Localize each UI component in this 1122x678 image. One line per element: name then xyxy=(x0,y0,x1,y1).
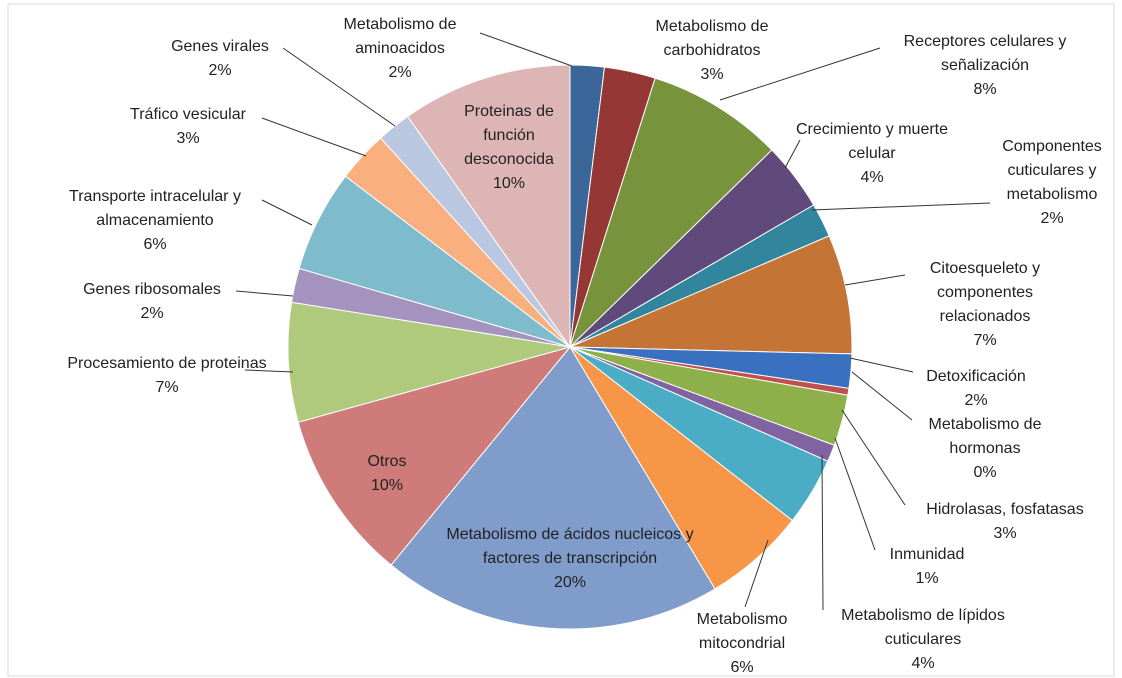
category-name: Metabolismo de carbohidratos xyxy=(655,18,769,59)
slice-label: Metabolismo de carbohidratos 3% xyxy=(632,15,792,87)
pie-slice xyxy=(297,346,572,566)
percent-label: 10% xyxy=(492,175,526,192)
category-name: Genes ribosomales xyxy=(83,281,221,298)
category-name: Inmunidad xyxy=(889,546,965,563)
slice-label: Receptores celulares y señalización 8% xyxy=(870,30,1100,102)
percent-label: 20% xyxy=(553,574,587,591)
percent-label: 4% xyxy=(911,655,935,672)
percent-label: 7% xyxy=(973,332,997,349)
slice-label: Proteinas de función desconocida 10% xyxy=(444,100,574,196)
slice-label: Detoxificación 2% xyxy=(901,365,1051,413)
category-name: Transporte intracelular y almacenamiento xyxy=(69,188,241,229)
pie-slice xyxy=(569,77,773,348)
percent-label: 2% xyxy=(140,305,164,322)
category-name: Proteinas de función desconocida xyxy=(464,103,554,168)
pie-slice xyxy=(390,346,716,630)
pie-slice xyxy=(406,64,571,349)
slice-label: Metabolismo de aminoacidos 2% xyxy=(320,13,480,85)
category-name: Metabolismo de aminoacidos xyxy=(343,16,457,57)
leader-line xyxy=(479,32,573,67)
leader-line xyxy=(851,371,913,421)
category-name: Metabolismo de ácidos nucleicos y factor… xyxy=(446,526,694,567)
slice-label: Procesamiento de proteinas 7% xyxy=(67,352,267,400)
leader-line xyxy=(719,47,881,101)
percent-label: 1% xyxy=(915,570,939,587)
category-name: Metabolismo de hormonas xyxy=(928,416,1042,457)
slice-label: Tráfico vesicular 3% xyxy=(93,103,283,151)
percent-label: 6% xyxy=(730,659,754,676)
slice-label: Transporte intracelular y almacenamiento… xyxy=(35,185,275,257)
category-name: Receptores celulares y señalización xyxy=(903,33,1067,74)
leader-line xyxy=(841,409,906,506)
slice-label: Metabolismo de hormonas 0% xyxy=(905,413,1065,485)
category-name: Procesamiento de proteinas xyxy=(67,355,267,372)
slice-label: Metabolismo mitocondrial 6% xyxy=(677,608,807,678)
leader-line xyxy=(811,202,991,211)
leader-line xyxy=(261,117,367,157)
slice-label: Crecimiento y muerte celular 4% xyxy=(782,118,962,190)
pie-slice xyxy=(287,301,571,423)
category-name: Hidrolasas, fosfatasas xyxy=(926,501,1084,518)
category-name: Genes virales xyxy=(171,38,269,55)
slice-label: Hidrolasas, fosfatasas 3% xyxy=(895,498,1115,546)
slice-label: Inmunidad 1% xyxy=(867,543,987,591)
leader-line xyxy=(244,369,294,373)
slice-label: Otros 10% xyxy=(337,450,437,498)
percent-label: 8% xyxy=(973,81,997,98)
percent-label: 2% xyxy=(964,392,988,409)
percent-label: 3% xyxy=(176,130,200,147)
percent-label: 10% xyxy=(370,477,404,494)
leader-line xyxy=(834,437,876,551)
pie-slice xyxy=(569,235,853,355)
percent-label: 0% xyxy=(973,464,997,481)
slice-label: Componentes cuticulares y metabolismo 2% xyxy=(982,135,1122,231)
percent-label: 3% xyxy=(700,66,724,83)
leader-line xyxy=(849,357,914,373)
slice-label: Metabolismo de lípidos cuticulares 4% xyxy=(813,604,1033,676)
category-name: Crecimiento y muerte celular xyxy=(795,121,949,162)
category-name: Detoxificación xyxy=(926,368,1026,385)
slice-label: Citoesqueleto y componentes relacionados… xyxy=(905,257,1065,353)
category-name: Metabolismo mitocondrial xyxy=(696,611,788,652)
percent-label: 2% xyxy=(1040,210,1064,227)
percent-label: 7% xyxy=(155,379,179,396)
slice-label: Genes ribosomales 2% xyxy=(57,278,247,326)
category-name: Citoesqueleto y componentes relacionados xyxy=(929,260,1041,325)
category-name: Tráfico vesicular xyxy=(130,106,246,123)
percent-label: 4% xyxy=(860,169,884,186)
leader-line xyxy=(821,454,824,611)
percent-label: 2% xyxy=(388,64,412,81)
slice-label: Metabolismo de ácidos nucleicos y factor… xyxy=(445,523,695,595)
leader-line xyxy=(784,139,801,169)
category-name: Otros xyxy=(367,453,407,470)
percent-label: 6% xyxy=(143,236,167,253)
percent-label: 2% xyxy=(208,62,232,79)
leader-line xyxy=(844,274,906,286)
leader-line xyxy=(744,539,769,608)
percent-label: 3% xyxy=(993,525,1017,542)
slice-label: Genes virales 2% xyxy=(145,35,295,83)
leader-line xyxy=(261,199,313,226)
category-name: Metabolismo de lípidos cuticulares xyxy=(841,607,1005,648)
category-name: Componentes cuticulares y metabolismo xyxy=(1002,138,1102,203)
leader-line xyxy=(282,47,396,127)
leader-line xyxy=(235,290,294,297)
chart-frame xyxy=(7,3,1115,677)
